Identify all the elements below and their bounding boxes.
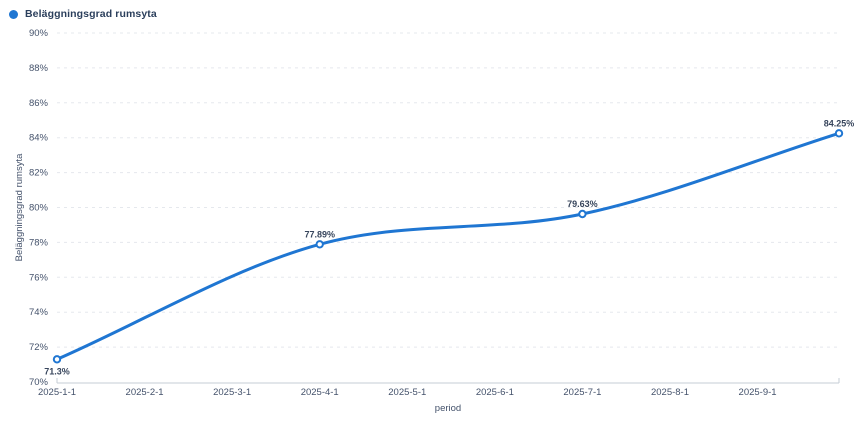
x-tick-label: 2025-7-1 [563, 387, 601, 398]
x-tick-label: 2025-9-1 [739, 387, 777, 398]
y-tick-label: 78% [29, 237, 49, 248]
data-point-marker[interactable] [315, 240, 324, 249]
x-tick-label: 2025-3-1 [213, 387, 251, 398]
y-tick-label: 70% [29, 377, 49, 388]
y-tick-label: 72% [29, 342, 49, 353]
x-tick-label: 2025-8-1 [651, 387, 689, 398]
x-tick-label: 2025-1-1 [38, 387, 76, 398]
series-line [55, 131, 841, 361]
y-axis-title: Beläggningsgrad rumsyta [14, 153, 25, 261]
y-tick-label: 88% [29, 63, 49, 74]
y-tick-label: 74% [29, 307, 49, 318]
y-tick-label: 76% [29, 272, 49, 283]
y-tick-label: 90% [29, 28, 49, 39]
y-tick-label: 82% [29, 168, 49, 179]
y-tick-label: 80% [29, 203, 49, 214]
x-tick-label: 2025-6-1 [476, 387, 514, 398]
x-tick-label: 2025-5-1 [388, 387, 426, 398]
data-point-marker[interactable] [834, 129, 844, 138]
legend-item-belaggningsgrad-rumsyta[interactable]: Beläggningsgrad rumsyta [9, 8, 157, 20]
data-point-marker[interactable] [52, 355, 62, 364]
data-point-label: 71.3% [44, 366, 70, 376]
x-axis-title: period [435, 403, 461, 414]
legend-label: Beläggningsgrad rumsyta [25, 8, 157, 20]
x-tick-label: 2025-2-1 [126, 387, 164, 398]
y-tick-label: 86% [29, 98, 49, 109]
data-point-label: 77.89% [304, 229, 335, 239]
data-point-label: 79.63% [567, 199, 598, 209]
data-point-label: 84.25% [824, 118, 855, 128]
y-tick-label: 84% [29, 133, 49, 144]
legend-marker-icon [9, 9, 18, 19]
x-tick-label: 2025-4-1 [301, 387, 339, 398]
data-point-marker[interactable] [578, 209, 587, 219]
